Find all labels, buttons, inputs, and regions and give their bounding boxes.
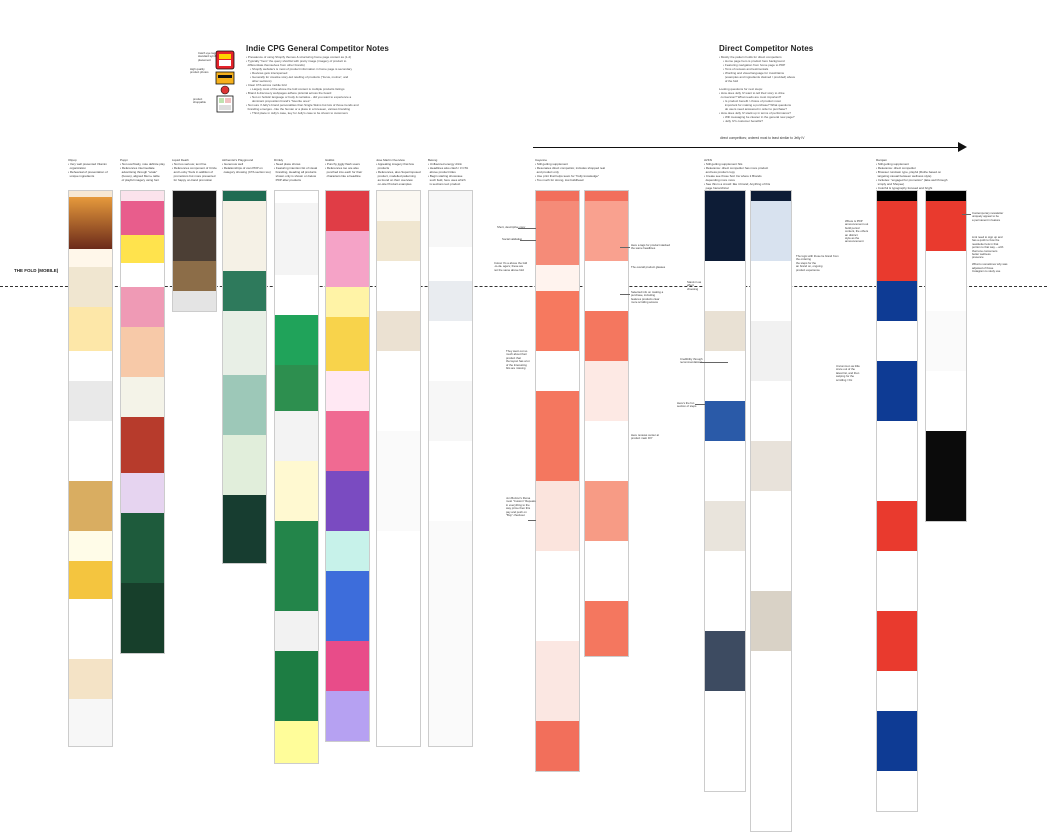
screenshot-jose xyxy=(376,190,421,747)
annotation-pdp-announcement: Where is PDP announcement out build peri… xyxy=(845,219,869,244)
column-note-avkn: AVKN • Still getting supplement hits • R… xyxy=(704,158,771,190)
screenshot-cayenne-pdp xyxy=(584,190,629,657)
column-note-liquid-death: Liquid Death • Not too serious; text fin… xyxy=(172,158,217,182)
sticker-note-mid: High quality product photos xyxy=(190,67,209,75)
column-note-ramjam: Ramjam • Still getting supplement • Rele… xyxy=(876,158,948,194)
column-note-belong: Belong • Unflavored energy drink • Headl… xyxy=(428,158,469,186)
annotation-stand-in: Stand-in as effect choosing xyxy=(687,280,702,291)
screenshot-ramjam-pdp xyxy=(925,190,967,522)
direct-notes-title: Direct Competitor Notes xyxy=(719,44,814,53)
direct-notes-body: • Mostly the pattern holds for direct co… xyxy=(719,55,796,123)
screenshot-olipop xyxy=(68,190,113,747)
annotation-newsletter: Contemporary newsletter uniquely appear … xyxy=(972,211,1004,222)
annotation-product-glasses: The overall product glasses xyxy=(631,265,666,269)
screenshot-belong xyxy=(428,190,473,747)
annotation-credibility: Credibility through recommendations xyxy=(680,357,703,365)
screenshot-liquid-death xyxy=(172,190,217,312)
column-note-poppi: Poppi • Not overflowly, note definite pl… xyxy=(120,158,165,182)
annotation-scrolling: Uncommon as little since out of the late… xyxy=(836,364,860,382)
column-note-olipop: Olipop • Very well presented Vitamin org… xyxy=(68,158,108,178)
annotation-above-fold: Colour It's a above the fold -to-da- age… xyxy=(494,261,528,272)
arrow-head-icon xyxy=(958,142,967,152)
indie-notes-title: Indie CPG General Competitor Notes xyxy=(246,44,389,53)
screenshot-drinkly xyxy=(274,190,319,764)
sticker-illustration xyxy=(214,48,236,116)
screenshot-avkn-home xyxy=(704,190,746,792)
column-note-cayenne: Cayenne • Still getting supplement • Res… xyxy=(535,158,605,182)
screenshot-ramjam-home xyxy=(876,190,918,812)
annotation-social-validation: Social validation xyxy=(502,237,523,241)
screenshot-avkn-pdp xyxy=(750,190,792,832)
screenshot-alchemist xyxy=(222,190,267,564)
direct-arrow-label: direct competitors; ordered most to leas… xyxy=(720,136,805,140)
annotation-repeats: Jon Buzzer's Ruma most "Custom" Repeats … xyxy=(506,496,536,518)
fold-line xyxy=(0,286,1047,287)
annotation-brand-ordering: The logic with those lie brand from the … xyxy=(796,254,839,272)
annotation-interesting-bits: They went out so much about their produc… xyxy=(506,349,530,371)
column-note-giddist: Giddist • Punchy jiggly flash users • Re… xyxy=(325,158,363,178)
annotation-short-copy: Short, descriptive copy xyxy=(497,225,526,229)
annotation-fun-steps: Here's the fun section of steps xyxy=(677,401,697,409)
annotation-signup: Link need to sign up and has a quirk to … xyxy=(972,235,1008,274)
screenshot-poppi xyxy=(120,190,165,654)
screenshot-cayenne-home xyxy=(535,190,580,772)
fold-label: THE FOLD (MOBILE) xyxy=(14,268,59,273)
column-note-jose: Jose Martin Overview • Appealing imagery… xyxy=(376,158,421,186)
sticker-note-bottom: product shoppable xyxy=(193,97,206,105)
indie-notes-body: • Prevalence of using Shopify themes & s… xyxy=(246,55,359,115)
column-note-alchemist: Alchemist's Playground • Generous well •… xyxy=(222,158,271,174)
annotation-reviews-center: Here reviews center at product main DIY xyxy=(631,433,659,441)
direct-arrow-line xyxy=(533,147,958,148)
annotation-tags: Here a tags for product stacked the same… xyxy=(631,243,671,251)
screenshot-giddist xyxy=(325,190,370,742)
column-note-drinkly: Drinkly • Need place shows • Featuring i… xyxy=(274,158,318,182)
annotation-purchase-info: Selected info on making a purchase, incl… xyxy=(631,290,664,305)
